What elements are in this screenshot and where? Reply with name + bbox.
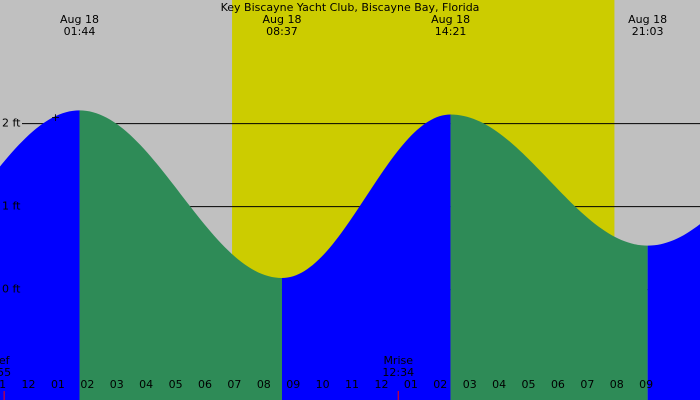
x-tick-label: 05	[522, 378, 536, 391]
event-date: Aug 18	[262, 13, 301, 26]
annotation-time: 12:34	[382, 366, 414, 379]
event-date: Aug 18	[60, 13, 99, 26]
falling-tide	[450, 114, 648, 400]
peak-marker: +	[51, 111, 60, 124]
x-tick-label: 09	[286, 378, 300, 391]
annotation-name: Mrise	[383, 354, 413, 367]
x-tick-label: 06	[198, 378, 212, 391]
annotation-name: ef	[0, 354, 11, 367]
annotation-time: 55	[0, 366, 11, 379]
event-time: 01:44	[64, 25, 96, 38]
x-tick-label: 11	[345, 378, 359, 391]
y-tick-label: 0 ft	[2, 283, 21, 296]
event-time: 21:03	[632, 25, 664, 38]
x-tick-label: 12	[22, 378, 36, 391]
y-tick-label: 2 ft	[2, 117, 21, 130]
x-tick-label: 06	[551, 378, 565, 391]
falling-tide	[79, 110, 282, 400]
event-time: 14:21	[435, 25, 467, 38]
x-tick-label: 09	[639, 378, 653, 391]
rising-tide	[0, 110, 80, 400]
x-tick-label: 10	[316, 378, 330, 391]
rising-tide	[647, 224, 700, 400]
x-tick-label: 02	[80, 378, 94, 391]
x-tick-label: 01	[404, 378, 418, 391]
rising-tide	[281, 114, 451, 400]
x-tick-label: 05	[169, 378, 183, 391]
y-tick-label: 1 ft	[2, 200, 21, 213]
event-date: Aug 18	[628, 13, 667, 26]
x-tick-label: 02	[433, 378, 447, 391]
event-time: 08:37	[266, 25, 298, 38]
x-tick-label: 03	[463, 378, 477, 391]
event-date: Aug 18	[431, 13, 470, 26]
x-tick-label: 07	[580, 378, 594, 391]
x-tick-label: 12	[374, 378, 388, 391]
x-tick-label: 04	[139, 378, 153, 391]
x-tick-label: 07	[227, 378, 241, 391]
x-tick-label: 08	[257, 378, 271, 391]
x-tick-label: 08	[610, 378, 624, 391]
x-tick-label: 01	[51, 378, 65, 391]
chart-title: Key Biscayne Yacht Club, Biscayne Bay, F…	[221, 1, 480, 14]
x-tick-label: 04	[492, 378, 506, 391]
x-tick-label: 03	[110, 378, 124, 391]
x-tick-label: 11	[0, 378, 6, 391]
